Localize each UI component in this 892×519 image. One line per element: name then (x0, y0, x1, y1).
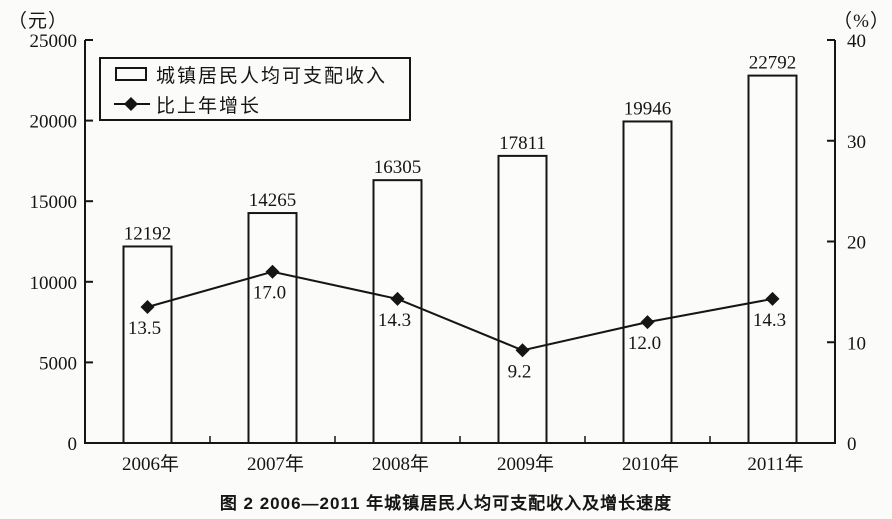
left-axis-tick-label: 0 (68, 434, 78, 455)
x-axis-label: 2009年 (497, 453, 554, 475)
diamond-marker (765, 291, 780, 306)
growth-value-label: 12.0 (628, 333, 661, 354)
legend-item-growth: 比上年增长 (101, 90, 409, 118)
growth-value-label: 14.3 (378, 310, 411, 331)
left-axis-tick-label: 20000 (30, 112, 78, 133)
diamond-marker (390, 291, 405, 306)
bar-value-label: 12192 (124, 223, 172, 244)
diamond-marker (140, 299, 155, 314)
bar-value-label: 14265 (249, 190, 297, 211)
right-axis-tick-label: 20 (847, 233, 866, 254)
diamond-marker (515, 343, 530, 358)
bar (622, 120, 673, 444)
legend: 城镇居民人均可支配收入 比上年增长 (99, 57, 411, 121)
legend-item-growth-label: 比上年增长 (156, 95, 262, 117)
right-axis-tick-label: 10 (847, 333, 866, 354)
left-axis-tick-label: 10000 (30, 273, 78, 294)
x-axis-label: 2007年 (247, 453, 304, 475)
bar-value-label: 16305 (374, 157, 422, 178)
bar-value-label: 17811 (499, 133, 546, 154)
right-axis-tick-label: 0 (847, 434, 857, 455)
x-axis-label: 2010年 (622, 453, 679, 475)
x-axis-label: 2011年 (747, 453, 803, 475)
legend-item-income-label: 城镇居民人均可支配收入 (156, 65, 388, 87)
bar (247, 212, 298, 444)
growth-value-label: 13.5 (128, 318, 161, 339)
legend-item-income: 城镇居民人均可支配收入 (101, 60, 409, 88)
bar (497, 154, 548, 444)
growth-value-label: 9.2 (508, 361, 532, 382)
bar (372, 179, 423, 445)
right-axis-tick-label: 30 (847, 132, 866, 153)
bar (122, 245, 173, 444)
growth-value-label: 17.0 (253, 283, 286, 304)
left-axis-tick-label: 15000 (30, 192, 78, 213)
bar (747, 74, 798, 444)
growth-value-label: 14.3 (753, 310, 786, 331)
chart-caption: 图 2 2006—2011 年城镇居民人均可支配收入及增长速度 (219, 494, 673, 513)
x-axis-label: 2006年 (122, 453, 179, 475)
diamond-marker (265, 264, 280, 279)
left-axis-unit: （元） (8, 11, 69, 32)
legend-line-symbol-icon (114, 96, 156, 112)
left-axis-tick-label: 25000 (30, 31, 78, 52)
bar-value-label: 19946 (624, 98, 672, 119)
right-axis-tick-label: 40 (847, 31, 866, 52)
x-axis-label: 2008年 (372, 453, 429, 475)
legend-bar-symbol-icon (114, 66, 156, 82)
right-axis-unit: （%） (833, 11, 890, 32)
left-axis-tick-label: 5000 (39, 353, 77, 374)
growth-line (147, 270, 773, 352)
diamond-marker (640, 315, 655, 330)
bar-value-label: 22792 (749, 53, 797, 74)
